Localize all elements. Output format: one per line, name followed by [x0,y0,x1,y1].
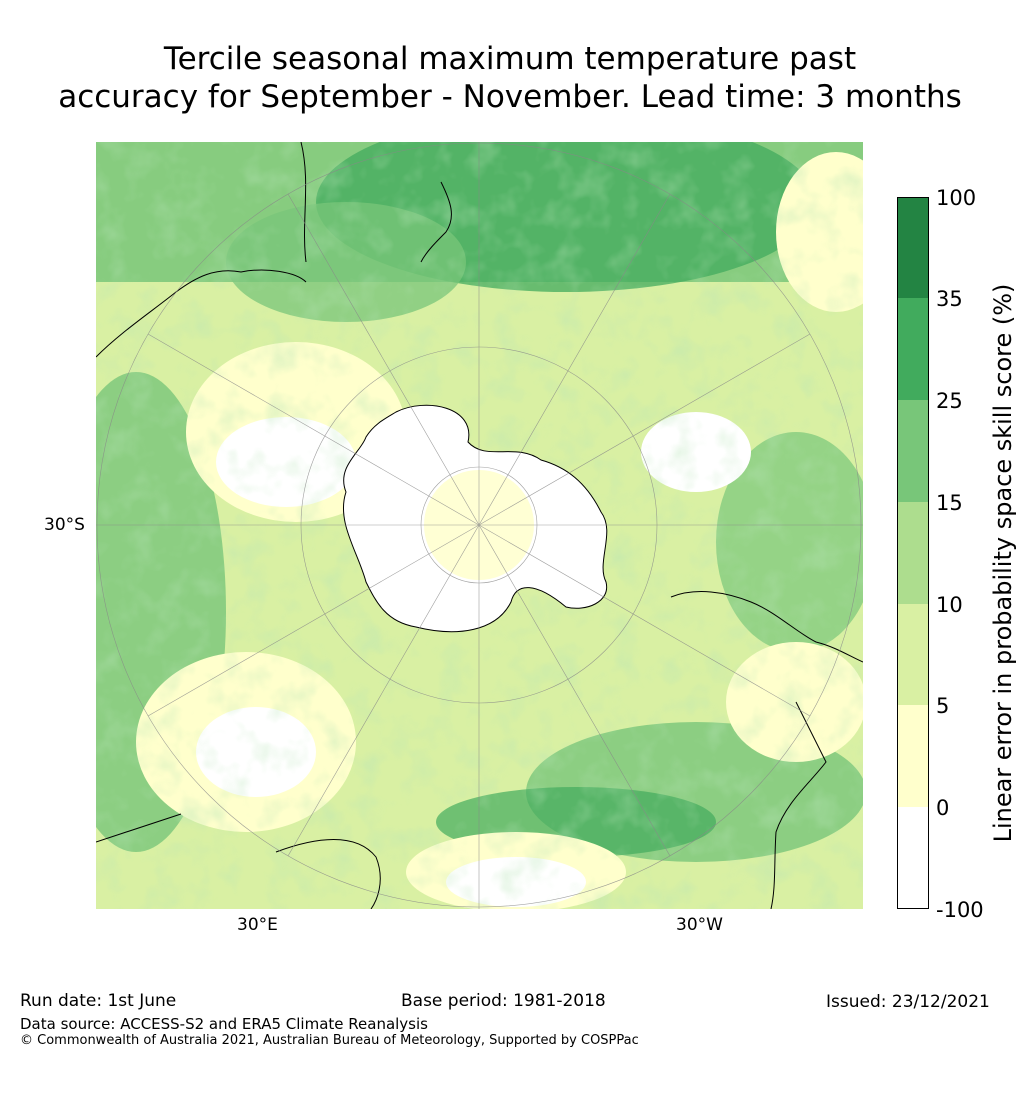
graticule [96,142,863,909]
colorbar [897,197,929,909]
australia-coastline [96,142,307,358]
lon-label-30e: 30°E [237,915,278,935]
lon-label-30w: 30°W [676,915,723,935]
colorbar-tick-25: 25 [936,389,963,413]
colorbar-tick-15: 15 [936,491,963,515]
colorbar-tick-100: 100 [936,186,977,210]
antarctica-coastline [342,404,608,633]
colorbar-label: Linear error in probability space skill … [989,283,1017,843]
new-zealand-coastline [420,181,452,263]
chart-title: Tercile seasonal maximum temperature pas… [0,40,1020,116]
title-line-1: Tercile seasonal maximum temperature pas… [163,41,857,77]
map-svg [96,142,863,909]
colorbar-tick-neg100: -100 [936,898,984,922]
skill-score-map [96,142,863,909]
data-source: Data source: ACCESS-S2 and ERA5 Climate … [20,1015,428,1033]
title-line-2: accuracy for September - November. Lead … [58,79,962,115]
copyright: © Commonwealth of Australia 2021, Austra… [20,1033,639,1048]
colorbar-tick-35: 35 [936,287,963,311]
colorbar-tick-5: 5 [936,694,950,718]
colorbar-tick-0: 0 [936,796,950,820]
issued-date: Issued: 23/12/2021 [826,992,990,1012]
colorbar-tick-10: 10 [936,593,963,617]
lat-label-30s: 30°S [44,515,85,535]
africa-coastline [96,813,381,909]
base-period: Base period: 1981-2018 [401,991,606,1011]
colorbar-frame [897,197,929,909]
run-date: Run date: 1st June [20,991,177,1011]
